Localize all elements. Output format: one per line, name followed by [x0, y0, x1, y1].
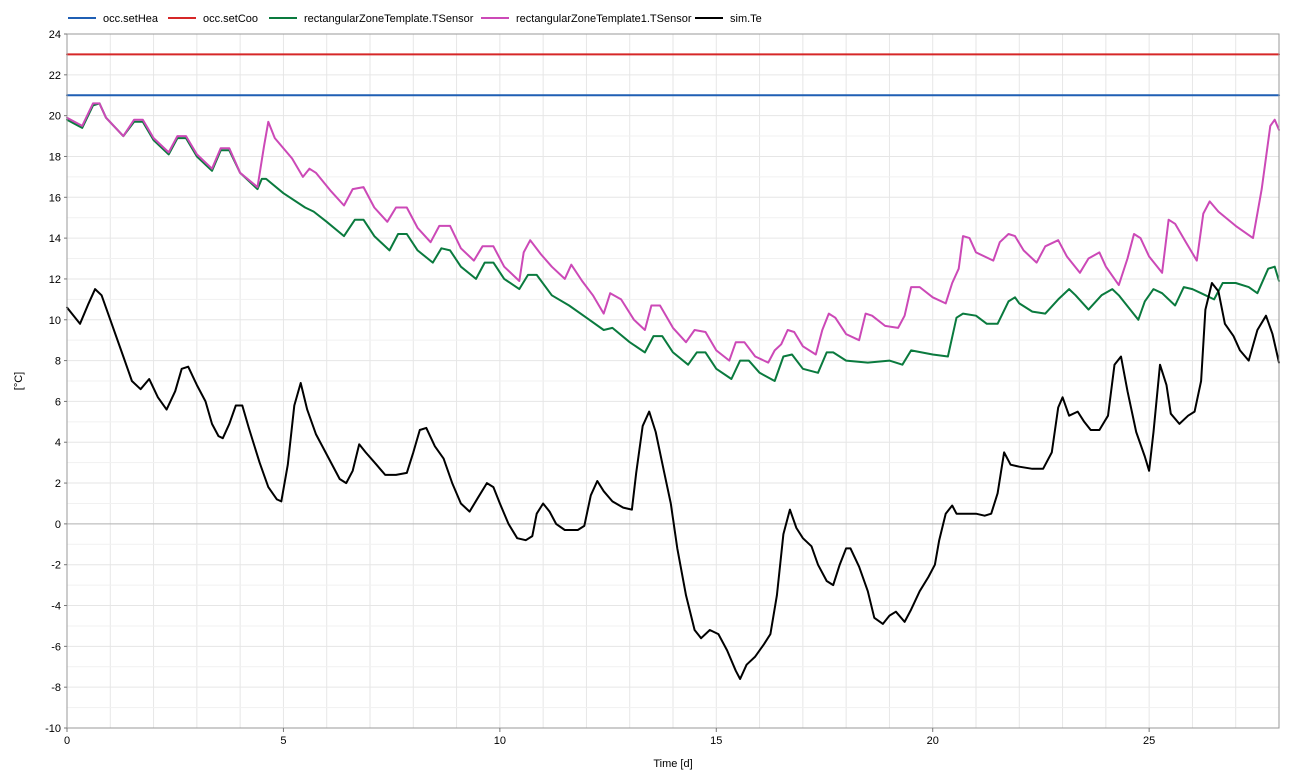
y-tick-label: 16 — [49, 192, 61, 204]
x-tick-label: 10 — [494, 735, 506, 747]
x-tick-label: 5 — [280, 735, 286, 747]
y-tick-label: 24 — [49, 29, 61, 41]
y-tick-label: -2 — [51, 560, 61, 572]
y-tick-label: -10 — [45, 723, 61, 735]
y-tick-label: 22 — [49, 70, 61, 82]
x-axis-title: Time [d] — [653, 758, 692, 770]
y-tick-label: 12 — [49, 274, 61, 286]
legend-label: rectangularZoneTemplate.TSensor — [304, 13, 474, 25]
y-tick-label: 20 — [49, 111, 61, 123]
y-tick-label: -8 — [51, 682, 61, 694]
legend-label: occ.setCoo — [203, 13, 258, 25]
legend: occ.setHea occ.setCoo rectangularZoneTempl… — [68, 13, 762, 25]
legend-label: occ.setHea — [103, 13, 159, 25]
legend-label: sim.Te — [730, 13, 762, 25]
series-lines — [66, 53, 1280, 680]
y-tick-label: 0 — [55, 519, 61, 531]
y-tick-label: 14 — [49, 233, 61, 245]
y-tick-label: -6 — [51, 641, 61, 653]
y-tick-label: 6 — [55, 396, 61, 408]
y-tick-label: -4 — [51, 601, 61, 613]
series-line-4 — [66, 102, 1280, 364]
x-tick-labels: 0 5 10 15 20 25 — [64, 728, 1155, 747]
x-tick-label: 0 — [64, 735, 70, 747]
x-tick-label: 20 — [927, 735, 939, 747]
legend-label: rectangularZoneTemplate1.TSensor — [516, 13, 692, 25]
y-tick-label: 2 — [55, 478, 61, 490]
y-tick-label: 4 — [55, 437, 61, 449]
y-tick-label: 18 — [49, 151, 61, 163]
y-tick-label: 8 — [55, 356, 61, 368]
x-tick-label: 15 — [710, 735, 722, 747]
y-axis-title: [°C] — [13, 372, 25, 390]
x-tick-label: 25 — [1143, 735, 1155, 747]
y-tick-label: 10 — [49, 315, 61, 327]
series-line-3 — [66, 102, 1280, 382]
grid — [66, 33, 1280, 729]
plot-frame — [66, 33, 1280, 729]
series-line-5 — [66, 282, 1280, 680]
